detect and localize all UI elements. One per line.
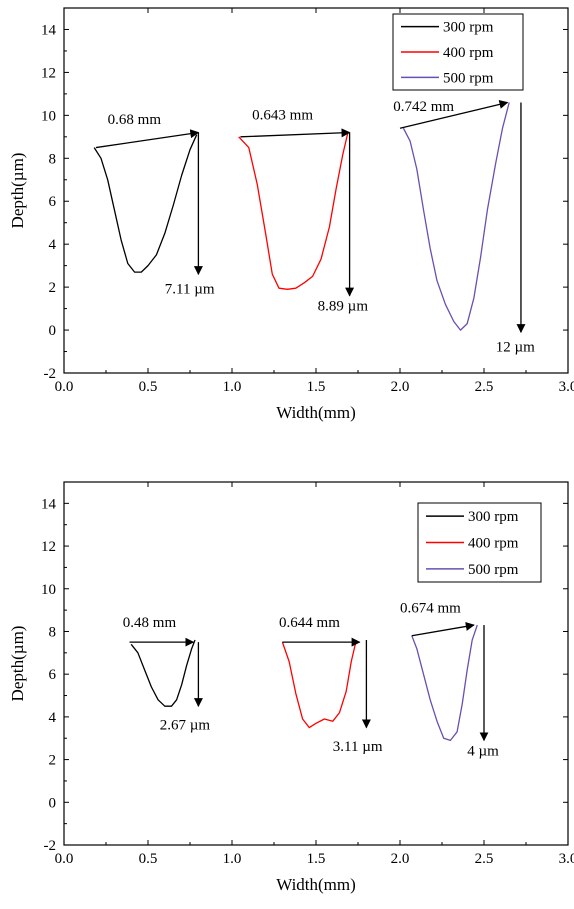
- y-tick-label: 8: [49, 624, 57, 640]
- x-tick-label: 1.0: [223, 379, 242, 395]
- y-tick-label: 8: [49, 151, 57, 167]
- x-axis-label: Width(mm): [276, 403, 356, 422]
- y-tick-label: -2: [44, 838, 57, 854]
- x-tick-label: 2.0: [391, 379, 410, 395]
- depth-annotation: 12 µm: [496, 340, 535, 356]
- depth-annotation: 7.11 µm: [165, 282, 215, 298]
- legend-label: 300 rpm: [468, 509, 519, 525]
- y-tick-label: 6: [49, 667, 57, 683]
- y-tick-label: -2: [44, 366, 57, 382]
- depth-annotation: 8.89 µm: [318, 299, 369, 315]
- x-axis-label: Width(mm): [276, 875, 356, 894]
- chart-bottom: 0.0 0.5 1.0 1.5 2.0 2.5 3.0 -2 0 2 4 6 8 10 12 14 Width(…: [8, 481, 574, 894]
- depth-annotation: 4 µm: [467, 743, 499, 759]
- y-tick-label: 0: [49, 795, 57, 811]
- x-tick-label: 2.5: [475, 379, 494, 395]
- series-line-400-rpm: [281, 639, 357, 729]
- y-tick-label: 4: [49, 237, 57, 253]
- width-annotation: 0.643 mm: [252, 108, 313, 124]
- x-tick-label: 3.0: [559, 851, 574, 867]
- y-tick-label: 0: [49, 323, 57, 339]
- y-tick-label: 2: [49, 753, 57, 769]
- width-annotation: 0.68 mm: [108, 112, 162, 128]
- width-annotation: 0.742 mm: [393, 99, 454, 115]
- series-line-300-rpm: [93, 134, 198, 273]
- y-tick-label: 12: [41, 65, 56, 81]
- series-line-500-rpm: [411, 624, 478, 742]
- y-tick-label: 2: [49, 280, 57, 296]
- series-line-500-rpm: [402, 102, 510, 331]
- x-tick-label: 0.0: [55, 851, 74, 867]
- x-tick-label: 3.0: [559, 379, 574, 395]
- width-annotation: 0.48 mm: [123, 615, 177, 631]
- series-line-300-rpm: [130, 639, 196, 707]
- y-tick-label: 10: [41, 582, 56, 598]
- y-axis-label: Depth(µm): [8, 626, 27, 702]
- y-tick-label: 14: [41, 496, 57, 512]
- x-tick-label: 0.5: [139, 851, 158, 867]
- legend-label: 400 rpm: [443, 45, 494, 61]
- width-annotation: 0.674 mm: [400, 600, 461, 616]
- y-tick-label: 12: [41, 539, 56, 555]
- series-line-400-rpm: [238, 132, 349, 290]
- y-axis-label: Depth(µm): [8, 153, 27, 229]
- y-tick-label: 4: [49, 710, 57, 726]
- width-arrow: [399, 99, 509, 129]
- width-arrow: [95, 129, 200, 149]
- x-tick-label: 1.0: [223, 851, 242, 867]
- y-tick-label: 10: [41, 108, 56, 124]
- width-annotation: 0.644 mm: [279, 615, 340, 631]
- x-tick-label: 0.5: [139, 379, 158, 395]
- legend-label: 500 rpm: [468, 562, 519, 578]
- y-tick-label: 14: [41, 22, 57, 38]
- legend-label: 300 rpm: [443, 20, 494, 36]
- legend-label: 500 rpm: [443, 70, 494, 86]
- x-tick-label: 2.5: [475, 851, 494, 867]
- x-tick-label: 1.5: [307, 379, 326, 395]
- y-tick-label: 6: [49, 194, 57, 210]
- x-tick-label: 1.5: [307, 851, 326, 867]
- x-tick-label: 2.0: [391, 851, 410, 867]
- legend-label: 400 rpm: [468, 536, 519, 552]
- width-arrow: [240, 128, 351, 138]
- x-tick-label: 0.0: [55, 379, 74, 395]
- chart-top: 0.0 0.5 1.0 1.5 2.0 2.5 3.0 -2 0 2 4 6 8 10 12 14 Width(…: [8, 7, 574, 422]
- depth-annotation: 2.67 µm: [160, 718, 211, 734]
- depth-annotation: 3.11 µm: [333, 739, 383, 755]
- width-arrow: [411, 622, 475, 637]
